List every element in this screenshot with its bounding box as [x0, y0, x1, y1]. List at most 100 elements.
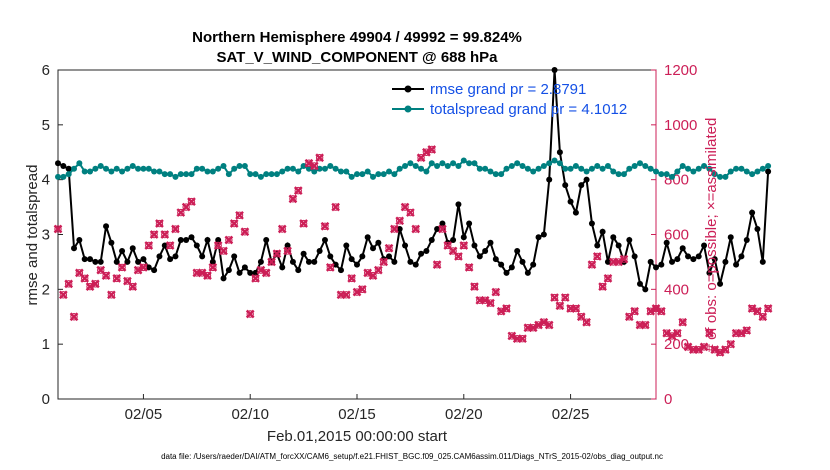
rmse-point	[754, 226, 761, 233]
totalspread-point	[471, 160, 478, 167]
assimilated-marker	[261, 268, 271, 278]
rmse-point	[129, 245, 136, 252]
assimilated-marker	[603, 274, 613, 283]
possible-marker	[193, 269, 201, 277]
rmse-point	[103, 223, 110, 230]
totalspread-point	[284, 165, 291, 172]
assimilated-marker	[539, 317, 549, 327]
totalspread-point	[727, 168, 734, 175]
possible-marker	[518, 334, 527, 343]
rmse-point	[567, 198, 574, 205]
rmse-point	[733, 261, 740, 268]
assimilated-marker	[619, 254, 629, 264]
totalspread-point	[364, 168, 371, 175]
assimilated-marker	[64, 279, 74, 289]
rmse-point	[375, 239, 382, 246]
totalspread-point	[690, 168, 697, 175]
possible-marker	[625, 313, 634, 321]
totalspread-point	[177, 171, 184, 178]
assimilated-marker	[630, 306, 639, 316]
totalspread-point	[428, 160, 435, 167]
rmse-point	[204, 236, 211, 243]
possible-marker	[214, 241, 222, 250]
y-left-tick-label: 6	[42, 62, 50, 79]
y-right-tick-label: 600	[664, 227, 689, 244]
totalspread-point	[129, 162, 136, 169]
totalspread-point	[119, 168, 126, 175]
possible-marker	[80, 274, 89, 283]
assimilated-marker	[592, 252, 602, 261]
totalspread-point	[439, 160, 446, 167]
possible-marker	[433, 260, 441, 269]
rmse-point	[498, 261, 505, 268]
assimilated-marker	[197, 268, 207, 278]
data-file-footer: data file: /Users/raeder/DAI/ATM_forcXX/…	[161, 452, 663, 461]
rmse-line	[57, 69, 770, 292]
totalspread-point	[124, 165, 131, 172]
possible-marker	[342, 291, 351, 299]
possible-marker	[225, 236, 233, 244]
totalspread-point	[701, 162, 708, 169]
rmse-point	[247, 269, 254, 276]
totalspread-point	[733, 165, 740, 172]
x-tick-label: 02/25	[552, 406, 590, 423]
rmse-point	[332, 261, 339, 268]
rmse-point	[316, 247, 323, 254]
possible-marker	[331, 203, 340, 211]
y-left-tick-label: 0	[42, 391, 50, 408]
assimilated-marker	[406, 208, 415, 217]
assimilated-marker	[251, 274, 260, 283]
possible-marker	[396, 217, 404, 225]
possible-marker	[230, 219, 238, 228]
possible-marker	[251, 274, 260, 283]
y-left-tick-label: 5	[42, 117, 50, 134]
totalspread-point	[551, 157, 558, 164]
legend-totalspread-marker	[404, 105, 412, 113]
possible-marker	[299, 219, 308, 228]
rmse-point	[476, 253, 483, 260]
possible-marker	[449, 247, 457, 255]
possible-marker	[118, 263, 126, 272]
possible-marker	[470, 282, 479, 291]
rmse-point	[263, 236, 270, 243]
possible-marker	[246, 310, 254, 318]
totalspread-point	[722, 173, 729, 180]
assimilated-marker	[646, 306, 656, 316]
totalspread-point	[653, 168, 659, 175]
totalspread-point	[108, 168, 115, 175]
possible-marker	[759, 313, 767, 321]
assimilated-marker	[758, 312, 768, 322]
totalspread-point	[55, 173, 61, 180]
assimilated-marker	[550, 293, 559, 302]
totalspread-point	[279, 168, 286, 175]
chart-title-line2: SAT_V_WIND_COMPONENT @ 688 hPa	[216, 49, 498, 66]
possible-marker	[273, 249, 281, 258]
assimilated-marker	[155, 219, 164, 228]
totalspread-point	[305, 165, 312, 172]
totalspread-point	[658, 171, 665, 178]
rmse-point	[658, 261, 665, 268]
totalspread-point	[535, 165, 542, 172]
rmse-point	[124, 258, 131, 265]
totalspread-point	[348, 173, 355, 180]
assimilated-marker	[384, 243, 394, 253]
rmse-point	[636, 280, 643, 287]
possible-marker	[630, 307, 639, 315]
rmse-point	[407, 258, 414, 265]
totalspread-point	[375, 171, 382, 178]
totalspread-point	[300, 162, 307, 169]
assimilated-marker	[229, 219, 239, 228]
rmse-point	[482, 247, 489, 254]
x-tick-label: 02/20	[445, 406, 483, 423]
rmse-point	[252, 269, 259, 276]
y-left-tick-label: 3	[42, 227, 50, 244]
totalspread-point	[615, 171, 622, 178]
totalspread-point	[455, 162, 462, 169]
rmse-point	[765, 168, 772, 175]
rmse-point	[471, 242, 478, 249]
assimilated-marker	[571, 304, 581, 313]
rmse-point	[343, 242, 350, 249]
rmse-point	[642, 286, 649, 293]
possible-marker	[59, 291, 68, 299]
